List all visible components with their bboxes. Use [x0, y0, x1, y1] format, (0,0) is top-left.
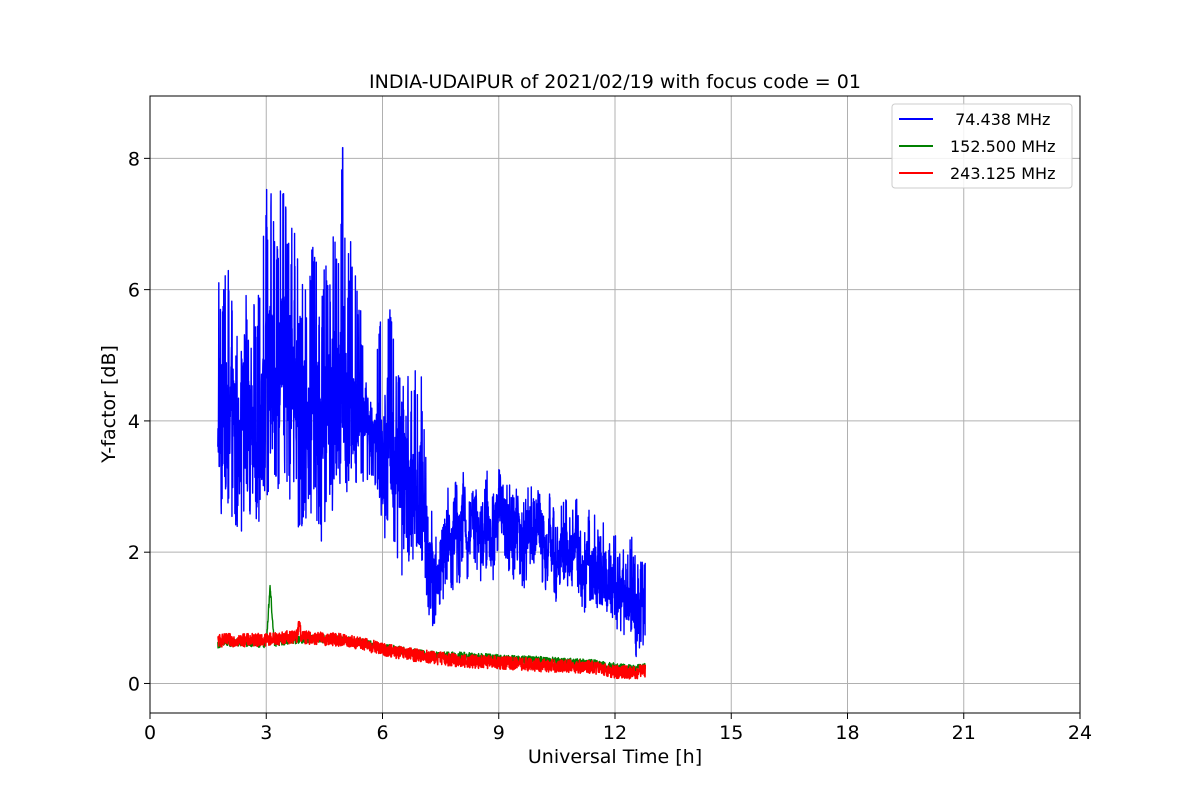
y-tick-label: 4 [128, 411, 140, 433]
x-tick-label: 6 [376, 722, 388, 744]
x-axis-label: Universal Time [h] [528, 746, 702, 768]
series-line [217, 620, 647, 680]
plot-series [217, 146, 647, 680]
x-tick-label: 0 [144, 722, 156, 744]
legend-label: 74.438 MHz [950, 110, 1050, 129]
legend: 74.438 MHz 152.500 MHz 243.125 MHz [891, 103, 1073, 189]
series-line [217, 146, 646, 658]
x-tick-label: 21 [952, 722, 976, 744]
x-tick-label: 9 [493, 722, 505, 744]
y-tick-label: 0 [128, 673, 140, 695]
legend-label: 243.125 MHz [950, 164, 1055, 183]
y-tick-label: 2 [128, 542, 140, 564]
y-tick-label: 8 [128, 148, 140, 170]
x-tick-label: 3 [260, 722, 272, 744]
y-axis-label: Y-factor [dB] [98, 345, 120, 464]
y-tick-label: 6 [128, 280, 140, 302]
x-tick-label: 15 [719, 722, 743, 744]
x-tick-label: 24 [1068, 722, 1092, 744]
x-tick-label: 12 [603, 722, 627, 744]
legend-box [891, 103, 1073, 189]
chart-title: INDIA-UDAIPUR of 2021/02/19 with focus c… [369, 71, 861, 93]
legend-label: 152.500 MHz [950, 137, 1055, 156]
x-tick-label: 18 [835, 722, 859, 744]
